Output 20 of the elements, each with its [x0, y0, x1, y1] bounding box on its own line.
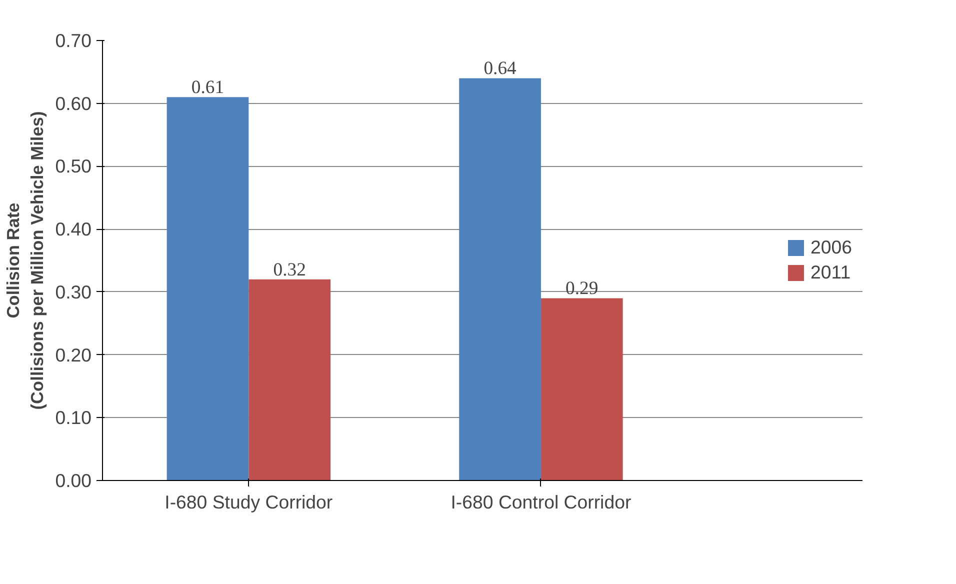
- y-tick-label: 0.30: [55, 281, 92, 302]
- y-axis-title: Collision Rate (Collisions per Million Vehicle Miles): [3, 111, 48, 410]
- data-label: 0.32: [273, 259, 306, 280]
- y-tick-label: 0.70: [55, 30, 92, 51]
- y-tick-label: 0.60: [55, 92, 92, 114]
- data-label: 0.64: [484, 58, 518, 80]
- legend-label: 2011: [810, 262, 851, 284]
- data-label: 0.61: [191, 77, 224, 98]
- legend-label: 2006: [810, 236, 852, 258]
- x-tick-label: I-680 Control Corridor: [450, 492, 632, 512]
- bar: [459, 78, 541, 480]
- y-tick-label: 0.00: [55, 470, 92, 491]
- y-tick-label: 0.20: [55, 344, 92, 366]
- y-tick-label: 0.10: [55, 407, 92, 428]
- bar: [248, 279, 330, 480]
- x-tick-label: I-680 Study Corridor: [164, 492, 333, 512]
- bar: [540, 298, 623, 480]
- y-tick-label: 0.50: [55, 156, 92, 177]
- y-tick-label: 0.40: [55, 218, 92, 240]
- bar: [166, 97, 249, 480]
